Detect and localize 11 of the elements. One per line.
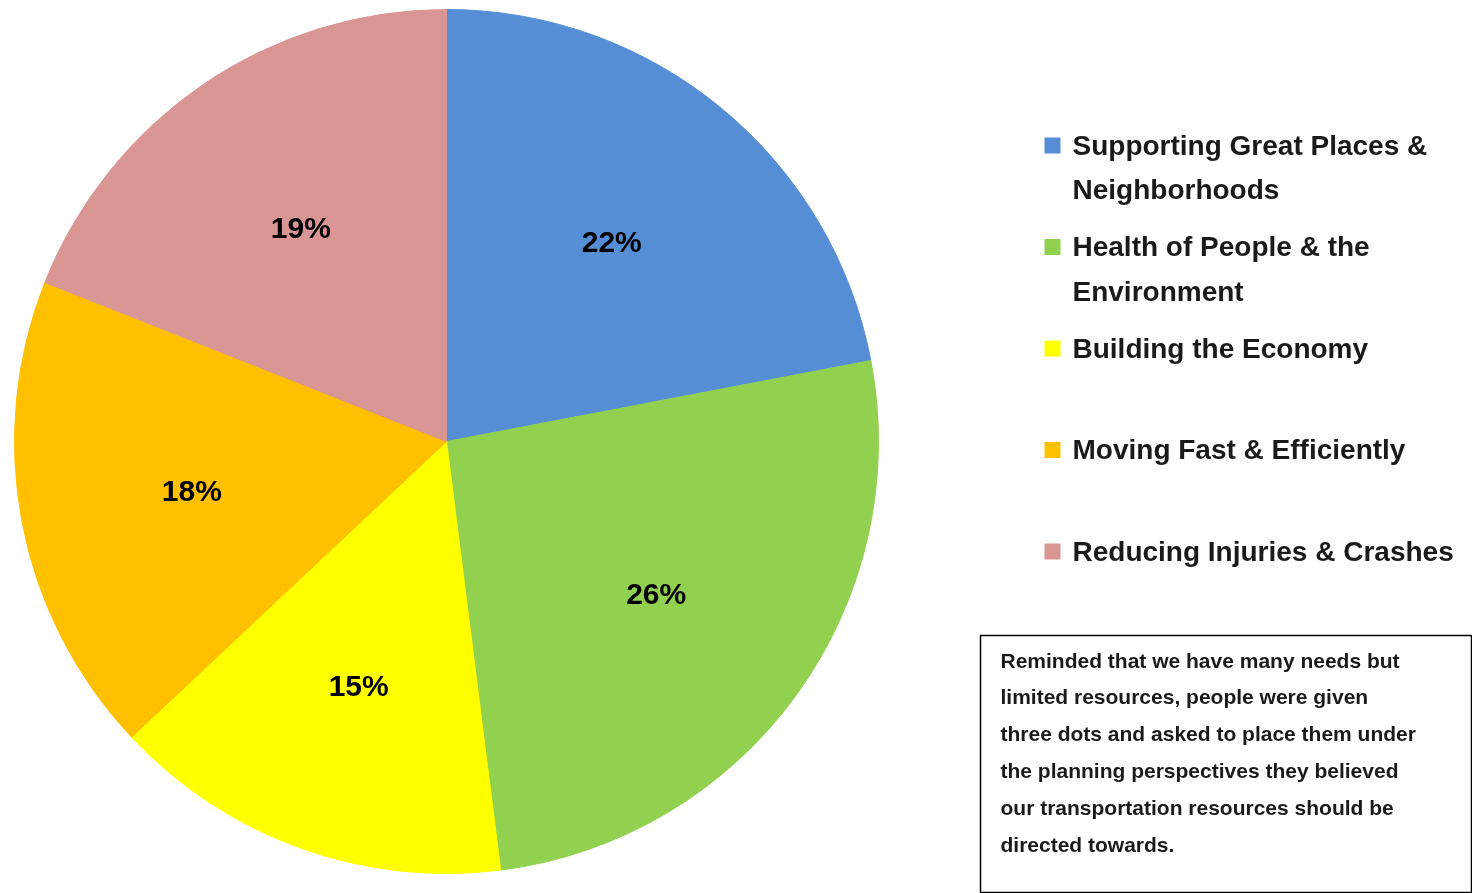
- legend-label: Supporting Great Places & Neighborhoods: [1072, 129, 1428, 206]
- data-label: 15%: [328, 668, 389, 702]
- data-label: 19%: [270, 210, 331, 244]
- legend-label: Health of People & the Environment: [1072, 231, 1370, 307]
- data-label: 18%: [161, 473, 222, 507]
- legend-label: Reducing Injuries & Crashes: [1072, 535, 1454, 567]
- data-label: 22%: [581, 225, 642, 259]
- legend-label: Building the Economy: [1072, 332, 1369, 364]
- text: Reminded that we have many needs but limited resources, people were given three dots and asked to place them under the planning perspectives they believed our transportation resources should be directed towards.: [1000, 648, 1416, 856]
- data-label: 26%: [626, 577, 687, 611]
- legend-label: Moving Fast & Efficiently: [1072, 434, 1406, 465]
